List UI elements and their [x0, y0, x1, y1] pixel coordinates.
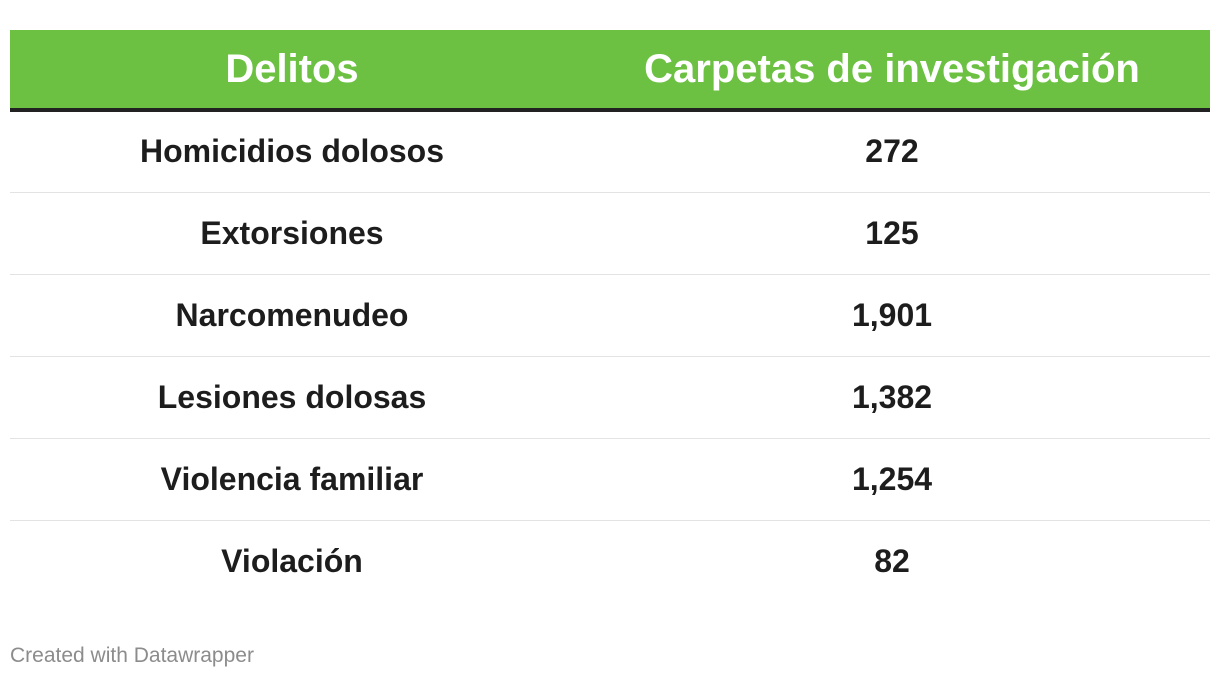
case-count-cell: 272 — [574, 110, 1210, 193]
table-row: Violación 82 — [10, 520, 1210, 602]
table-row: Violencia familiar 1,254 — [10, 438, 1210, 521]
crime-type-cell: Homicidios dolosos — [10, 110, 574, 193]
table-row: Extorsiones 125 — [10, 192, 1210, 275]
case-count-cell: 125 — [574, 192, 1210, 275]
table-header-row: Delitos Carpetas de investigación — [10, 30, 1210, 112]
case-count-cell: 1,901 — [574, 274, 1210, 357]
case-count-cell: 1,382 — [574, 356, 1210, 439]
crime-type-cell: Violencia familiar — [10, 438, 574, 521]
column-header-0: Delitos — [10, 30, 574, 112]
table-row: Lesiones dolosas 1,382 — [10, 356, 1210, 439]
crime-type-cell: Violación — [221, 542, 363, 579]
table-row: Narcomenudeo 1,901 — [10, 274, 1210, 357]
data-table: Delitos Carpetas de investigación Homicid… — [10, 30, 1210, 602]
case-count-cell: 82 — [874, 542, 910, 579]
crime-type-cell: Extorsiones — [10, 192, 574, 275]
case-count-cell: 1,254 — [574, 438, 1210, 521]
attribution-footer: Created with Datawrapper — [10, 644, 254, 667]
data-table-container: Delitos Carpetas de investigación Homicid… — [10, 30, 1210, 602]
crime-type-cell: Lesiones dolosas — [10, 356, 574, 439]
table-row: Homicidios dolosos 272 — [10, 110, 1210, 193]
crime-type-cell: Narcomenudeo — [10, 274, 574, 357]
column-header-1: Carpetas de investigación — [574, 30, 1210, 112]
table-body: Homicidios dolosos 272 Extorsiones 125 Narco… — [10, 110, 1210, 602]
